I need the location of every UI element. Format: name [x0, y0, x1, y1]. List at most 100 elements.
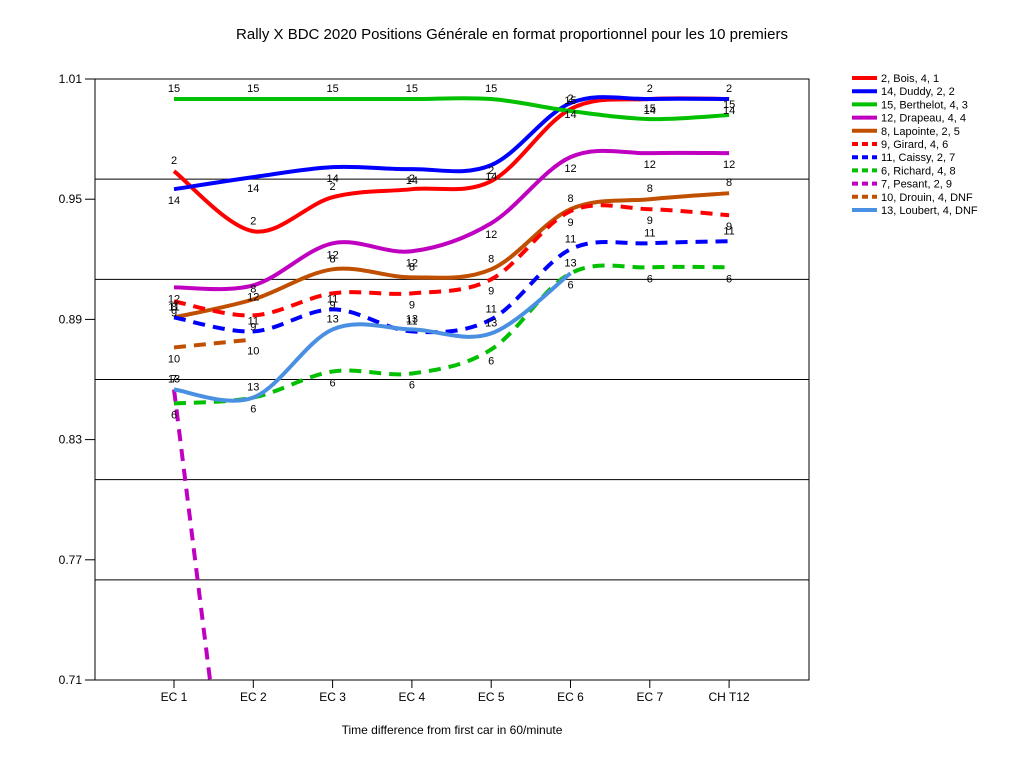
legend-label: 2, Bois, 4, 1	[881, 73, 939, 85]
x-axis-title: Time difference from first car in 60/min…	[342, 723, 563, 737]
data-label: 15	[644, 103, 656, 115]
legend: 2, Bois, 4, 114, Duddy, 2, 215, Berthelo…	[852, 73, 978, 217]
data-label: 12	[564, 163, 576, 175]
data-label: 13	[326, 313, 338, 325]
data-label: 8	[726, 177, 732, 189]
data-label: 15	[485, 83, 497, 95]
data-label: 11	[248, 315, 259, 327]
data-label: 12	[326, 249, 338, 261]
data-label: 13	[168, 374, 180, 386]
legend-label: 11, Caissy, 2, 7	[881, 152, 955, 164]
data-label: 14	[644, 105, 656, 117]
data-label: 14	[326, 173, 338, 185]
y-tick-label: 0.77	[59, 553, 83, 567]
data-label: 9	[171, 307, 177, 319]
data-label: 12	[168, 293, 180, 305]
series-line	[173, 263, 730, 406]
data-label: 2	[409, 173, 415, 185]
chart-title: Rally X BDC 2020 Positions Générale en f…	[236, 26, 788, 43]
data-label: 2	[171, 155, 177, 167]
series-line	[173, 95, 730, 192]
x-tick-label: CH T12	[709, 690, 750, 704]
y-tick-label: 1.01	[59, 72, 83, 86]
y-tick-label: 0.71	[59, 673, 83, 687]
legend-label: 15, Berthelot, 4, 3	[881, 99, 968, 111]
data-label: 8	[647, 183, 653, 195]
x-tick-label: EC 4	[399, 690, 426, 704]
data-label: 15	[247, 83, 259, 95]
x-tick-label: EC 6	[557, 690, 584, 704]
legend-label: 12, Drapeau, 4, 4	[881, 113, 966, 125]
data-label: 12	[723, 159, 735, 171]
data-label: 15	[326, 83, 338, 95]
x-tick-label: EC 5	[478, 690, 505, 704]
legend-label: 6, Richard, 4, 8	[881, 165, 956, 177]
data-label: 10	[168, 353, 180, 365]
data-label: 12	[247, 291, 259, 303]
series-line	[172, 389, 212, 681]
data-label: 11	[327, 293, 338, 305]
legend-label: 8, Lapointe, 2, 5	[881, 126, 960, 138]
series-line	[173, 337, 254, 350]
data-label: 13	[485, 317, 497, 329]
data-label: 12	[644, 159, 656, 171]
y-tick-label: 0.83	[59, 433, 83, 447]
data-label: 11	[168, 301, 179, 313]
data-label: 12	[485, 229, 497, 241]
series-line	[174, 96, 730, 122]
data-label: 6	[488, 355, 494, 367]
series-line	[173, 191, 730, 320]
series-line	[173, 271, 572, 403]
x-tick-label: EC 1	[161, 690, 188, 704]
data-label: 9	[567, 217, 573, 229]
data-label: 6	[567, 279, 573, 291]
legend-label: 9, Girard, 4, 6	[881, 139, 948, 151]
legend-label: 7, Pesant, 2, 9	[881, 179, 952, 191]
data-label: 8	[250, 283, 256, 295]
data-label: 8	[171, 301, 177, 313]
data-label: 11	[723, 225, 734, 237]
data-label: 14	[168, 195, 180, 207]
data-label: 12	[406, 257, 418, 269]
data-label: 2	[330, 181, 336, 193]
data-label: 2	[488, 165, 494, 177]
data-label: 13	[406, 313, 418, 325]
data-label: 14	[406, 175, 418, 187]
data-label: 6	[726, 273, 732, 285]
data-label: 9	[409, 299, 415, 311]
data-label: 10	[247, 345, 259, 357]
data-label: 11	[565, 233, 576, 245]
data-label: 7	[171, 374, 177, 386]
data-label: 8	[488, 253, 494, 265]
data-label: 11	[485, 303, 496, 315]
data-label: 15	[564, 95, 576, 107]
data-label: 14	[564, 109, 576, 121]
y-tick-label: 0.89	[59, 312, 83, 326]
axis-labels: 1.01 0.95 0.89 0.83 0.77 0.71 EC 1 EC 2 EC 3 EC 4…	[59, 72, 750, 704]
data-label: 9	[330, 299, 336, 311]
data-label: 8	[330, 253, 336, 265]
data-label: 6	[250, 404, 256, 416]
data-label: 13	[564, 257, 576, 269]
data-label: 8	[409, 261, 415, 273]
legend-label: 13, Loubert, 4, DNF	[881, 205, 978, 217]
data-label: 14	[485, 171, 497, 183]
data-label: 15	[723, 99, 735, 111]
data-label: 6	[647, 273, 653, 285]
y-tick-label: 0.95	[59, 192, 83, 206]
data-label: 2	[250, 215, 256, 227]
data-label: 14	[723, 105, 735, 117]
data-label: 9	[250, 321, 256, 333]
data-label: 9	[647, 215, 653, 227]
series-line	[173, 239, 730, 335]
data-label: 14	[247, 183, 259, 195]
data-label: 2	[726, 83, 732, 95]
data-label: 2	[647, 83, 653, 95]
data-label: 6	[171, 410, 177, 422]
data-label: 13	[247, 382, 259, 394]
series-line	[173, 203, 730, 318]
x-tick-label: EC 2	[240, 690, 267, 704]
data-label: 8	[567, 193, 573, 205]
data-label: 2	[567, 93, 573, 105]
